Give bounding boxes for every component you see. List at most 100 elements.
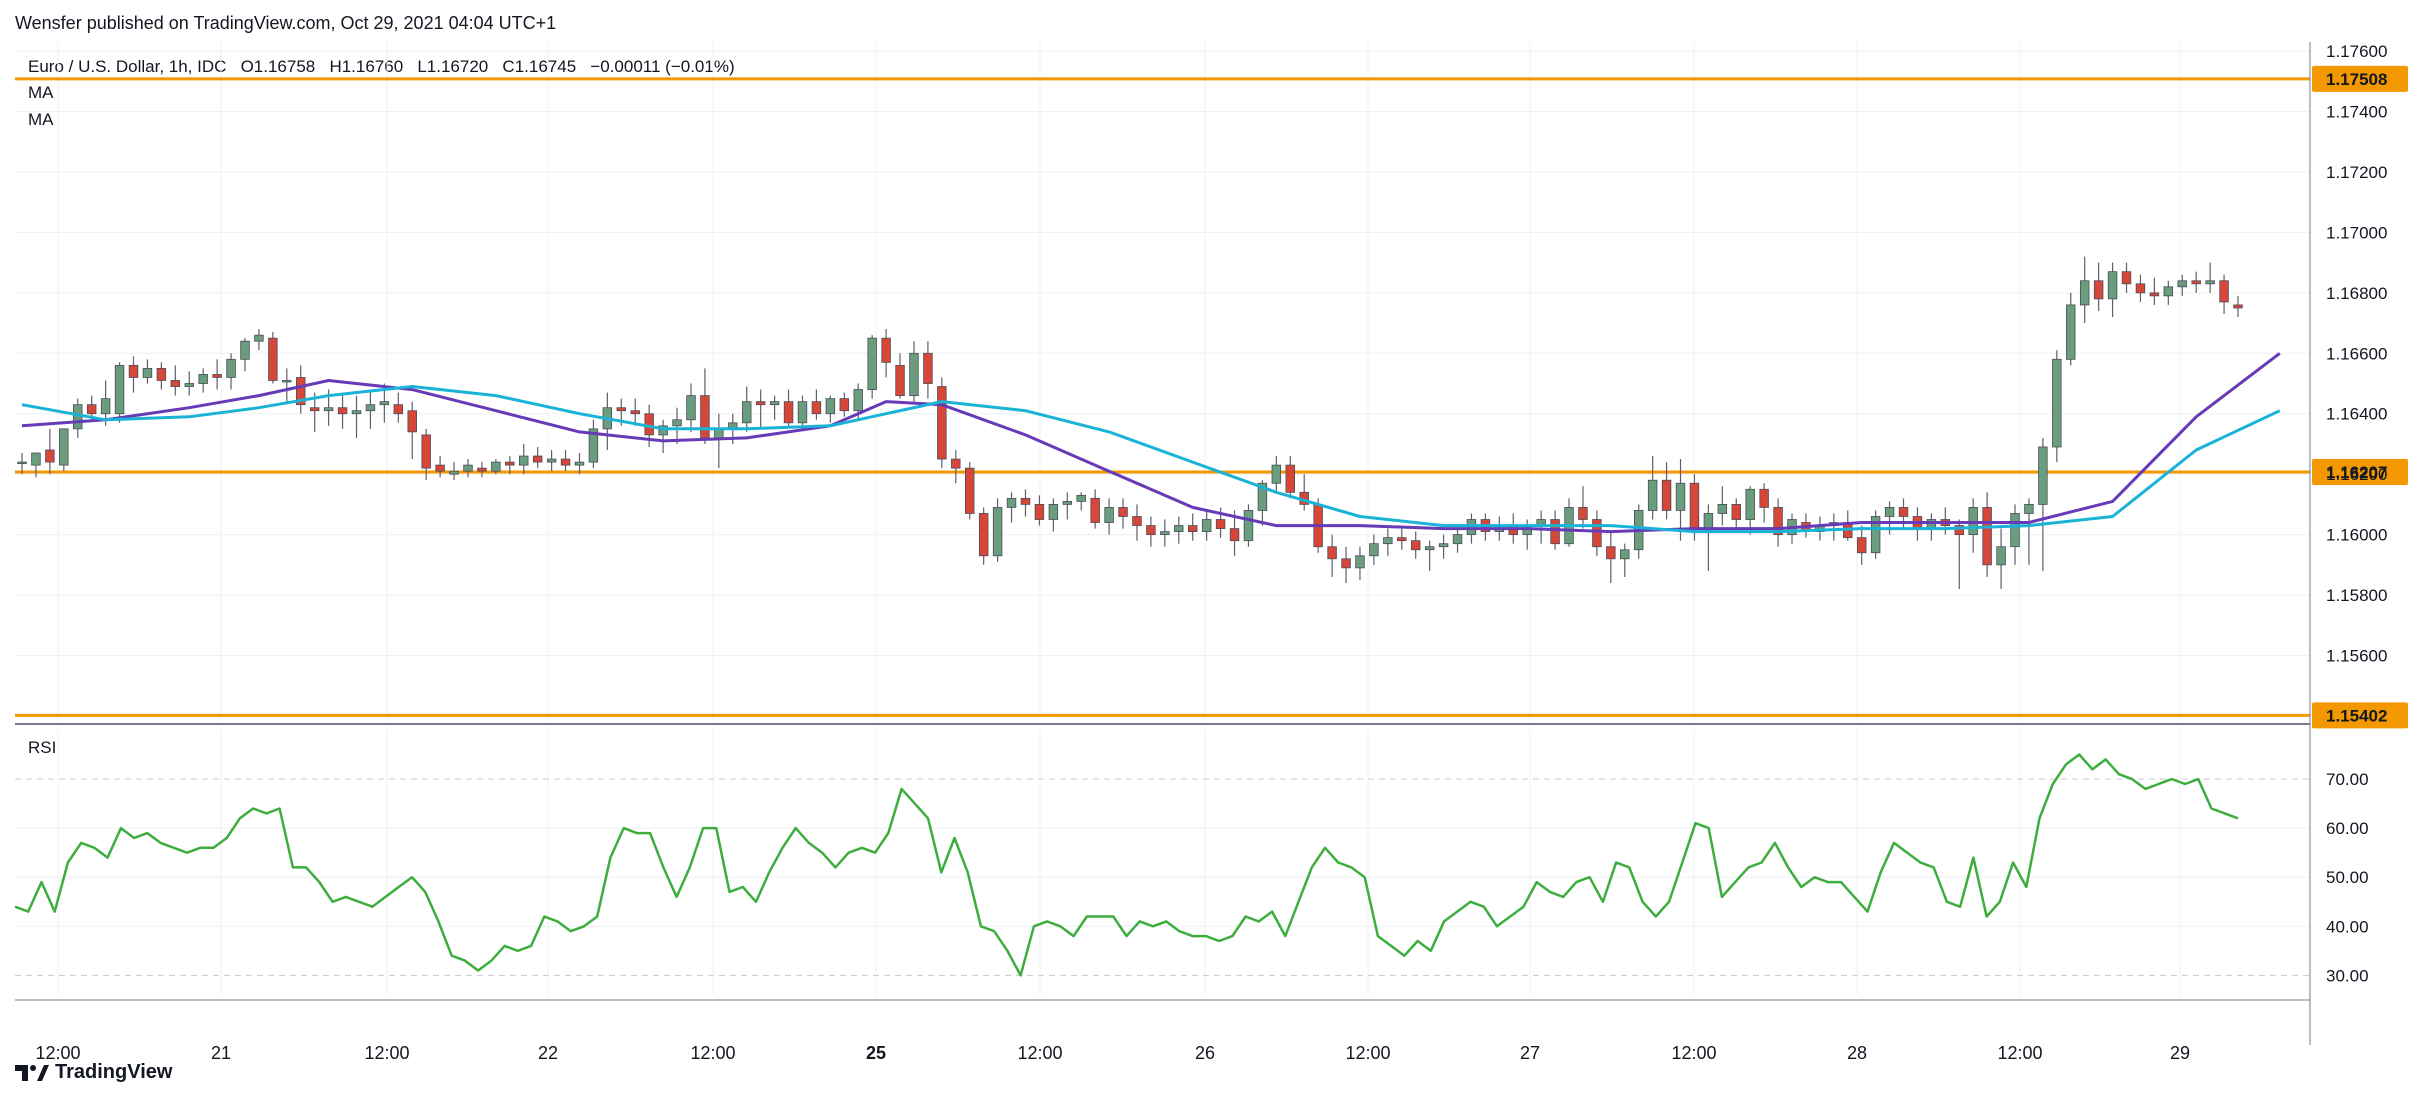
candle-down [1132,516,1142,526]
footer-brand[interactable]: TradingView [15,1061,172,1084]
rsi-series [14,753,2239,977]
x-tick-label: 25 [866,1043,886,1063]
candle-up [1620,549,1630,560]
candle-down [1397,537,1407,542]
candle-up [1355,555,1365,569]
candle-down [1773,507,1783,536]
candle-up [2079,280,2090,306]
candle-up [992,507,1003,557]
candle-up [1452,534,1463,545]
rsi-tick-label: 50.00 [2326,868,2369,887]
x-tick-label: 26 [1195,1043,1215,1063]
candle-down [1146,525,1156,536]
candle-down [1982,507,1992,566]
legend-change: −0.00011 (−0.01%) [590,57,735,76]
y-tick-label: 1.16400 [2326,405,2387,424]
rsi-tick-label: 30.00 [2326,966,2369,985]
rsi-tick-label: 70.00 [2326,770,2369,789]
candle-down [435,464,445,472]
candle-down [156,367,167,381]
candle-up [1257,482,1268,511]
candle-up [1076,494,1086,502]
candle-down [2121,271,2132,285]
candle-up [546,458,557,463]
candle-up [1006,497,1017,508]
candle-up [742,401,752,424]
y-tick-label: 1.16200 [2326,465,2387,484]
candle-up [31,452,41,466]
candle-up [1369,543,1379,557]
legend-open: O1.16758 [240,57,316,76]
x-tick-label: 12:00 [1997,1043,2042,1063]
candle-up [100,398,111,415]
candle-down [560,458,571,466]
level-price-label: 1.16207 [2326,463,2387,482]
candle-down [881,337,891,363]
candle-up [1870,516,1881,554]
candle-up [1048,503,1059,520]
candlestick-series [17,256,2243,590]
ma-legend-2: MA [28,110,54,129]
legend-high: H1.16760 [329,57,404,76]
candle-down [296,377,306,406]
candle-down [895,364,905,396]
rsi-tick-label: 40.00 [2326,917,2369,936]
candle-down [1410,540,1421,551]
candle-up [379,401,390,406]
candle-up [1884,507,1895,517]
candle-up [1174,525,1184,532]
footer-brand-name: TradingView [55,1061,173,1083]
candle-down [212,374,222,378]
candle-down [839,398,850,412]
y-tick-label: 1.16800 [2326,284,2387,303]
chart-axes: 12:00 21 12:00 22 12:00 25 12:00 26 12:00 27 12:00… [15,42,2387,1063]
candle-up [254,334,264,342]
candle-down [1731,503,1741,520]
x-tick-label: 21 [211,1043,231,1063]
candle-up [2038,446,2048,505]
candle-up [2052,358,2062,448]
candle-down [128,364,139,378]
x-tick-label: 29 [2170,1043,2190,1063]
x-tick-label: 12:00 [35,1043,80,1063]
candle-down [1341,558,1351,569]
candle-up [2107,271,2118,300]
candle-down [1689,482,1700,533]
candle-down [1090,497,1100,523]
x-tick-label: 28 [1847,1043,1867,1063]
candle-up [226,358,236,378]
candle-down [811,401,822,415]
candle-up [686,395,696,421]
candle-up [588,428,599,463]
legend-low: L1.16720 [417,57,489,76]
candle-up [1424,546,1435,551]
candle-up [519,455,529,466]
candle-down [1118,507,1128,517]
rsi-label: RSI [28,738,57,757]
x-tick-label: 22 [538,1043,558,1063]
candle-down [1661,479,1672,511]
candle-up [797,401,808,424]
candle-down [700,395,710,439]
candle-down [170,380,181,387]
candle-up [1647,479,1658,511]
y-tick-label: 1.15600 [2326,647,2387,666]
candle-down [783,401,794,424]
ma-legend-1: MA [28,83,54,102]
level-price-tag [2312,459,2408,486]
candle-up [2010,513,2020,548]
horizontal-levels: 1.17508 1.16207 1.15402 [15,65,2408,729]
level-price-label: 1.17508 [2326,70,2387,89]
candle-down [630,410,640,415]
candle-down [268,337,278,381]
candle-down [1578,507,1588,520]
x-tick-label: 27 [1520,1043,1540,1063]
symbol-legend: Euro / U.S. Dollar, 1h, IDC O1.16758 H1.… [28,57,735,77]
candle-up [2163,286,2174,297]
candle-down [978,513,989,557]
candle-down [337,407,348,415]
candle-down [1187,525,1198,532]
candle-up [491,461,501,472]
candle-up [2177,280,2187,288]
